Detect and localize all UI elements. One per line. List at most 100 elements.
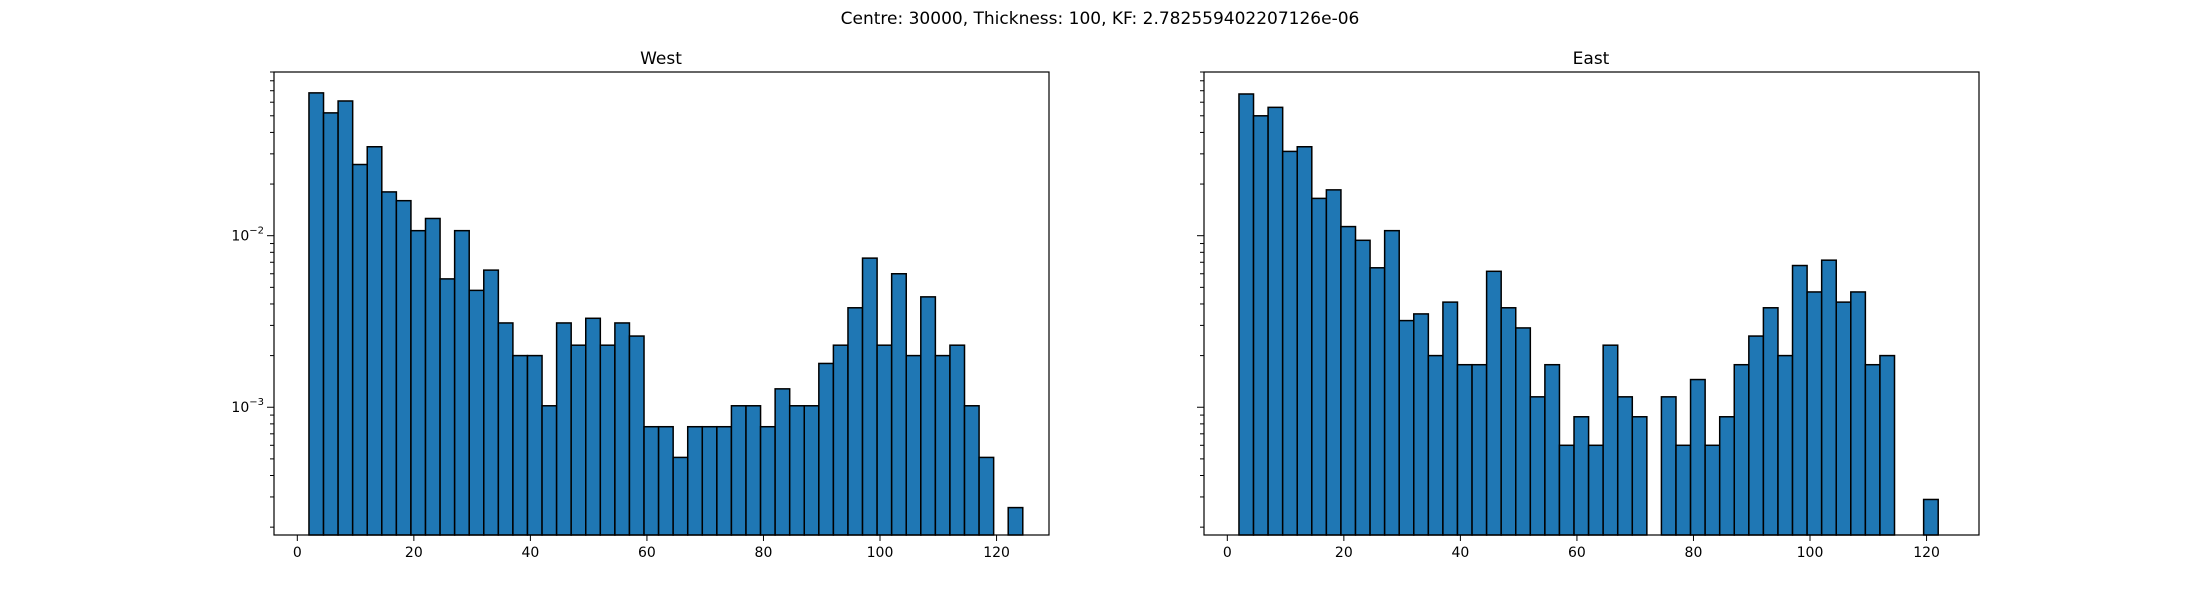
west-histogram-panel: West 0 20 40 60 80 100 120 10−2 10−3 bbox=[231, 49, 1050, 561]
east-axes-frame bbox=[1203, 71, 1980, 536]
west-bar-23 bbox=[643, 425, 660, 536]
east-bar-23 bbox=[1573, 416, 1590, 536]
west-bar-48 bbox=[1007, 506, 1024, 536]
west-bar-2 bbox=[337, 100, 354, 536]
west-bar-9 bbox=[439, 278, 456, 536]
east-bar-42 bbox=[1850, 291, 1867, 536]
east-bar-7 bbox=[1340, 225, 1357, 536]
east-bar-30 bbox=[1675, 444, 1692, 536]
west-bar-1 bbox=[322, 112, 339, 536]
west-bar-36 bbox=[832, 344, 849, 536]
east-bar-10 bbox=[1383, 229, 1400, 536]
west-bar-45 bbox=[963, 405, 980, 536]
west-bar-41 bbox=[905, 354, 922, 536]
west-bar-16 bbox=[541, 405, 558, 536]
west-bar-42 bbox=[920, 296, 937, 536]
west-x-tick-label-120: 120 bbox=[983, 545, 1010, 561]
east-bar-43 bbox=[1864, 363, 1881, 536]
west-bar-25 bbox=[672, 456, 689, 536]
west-bar-4 bbox=[366, 146, 383, 536]
west-bar-3 bbox=[351, 163, 368, 536]
east-bar-31 bbox=[1689, 378, 1706, 536]
east-bar-33 bbox=[1718, 416, 1736, 536]
east-bar-41 bbox=[1835, 301, 1852, 536]
east-bar-0 bbox=[1238, 93, 1255, 536]
west-bar-0 bbox=[308, 92, 325, 536]
west-panel-title: West bbox=[640, 49, 682, 69]
west-bar-26 bbox=[686, 425, 704, 536]
east-bar-11 bbox=[1398, 319, 1415, 536]
west-x-tick-label-20: 20 bbox=[405, 545, 423, 561]
east-bar-37 bbox=[1777, 354, 1794, 536]
west-bar-43 bbox=[934, 354, 951, 536]
figure-suptitle: Centre: 30000, Thickness: 100, KF: 2.782… bbox=[841, 9, 1360, 29]
west-bar-21 bbox=[614, 322, 631, 536]
west-bar-31 bbox=[759, 425, 776, 536]
east-panel-title: East bbox=[1573, 49, 1610, 69]
east-x-tick-label-60: 60 bbox=[1568, 545, 1586, 561]
west-y-tick-label-0: 10−2 bbox=[231, 226, 264, 245]
east-x-tick-label-20: 20 bbox=[1335, 545, 1353, 561]
east-bar-29 bbox=[1660, 396, 1677, 536]
east-bar-8 bbox=[1354, 239, 1371, 536]
east-x-tick-label-40: 40 bbox=[1451, 545, 1469, 561]
west-bar-12 bbox=[483, 269, 500, 536]
east-x-tick-label-0: 0 bbox=[1223, 545, 1232, 561]
west-x-tick-label-80: 80 bbox=[755, 545, 773, 561]
east-bar-14 bbox=[1442, 301, 1459, 536]
west-bar-44 bbox=[949, 344, 966, 536]
east-bar-22 bbox=[1558, 444, 1575, 536]
east-bar-26 bbox=[1616, 396, 1634, 536]
west-bar-28 bbox=[716, 425, 733, 536]
west-bar-39 bbox=[876, 344, 893, 536]
west-bar-19 bbox=[585, 317, 602, 536]
east-bar-20 bbox=[1529, 396, 1546, 536]
west-bar-34 bbox=[803, 405, 820, 536]
west-bar-14 bbox=[512, 354, 529, 536]
east-bar-32 bbox=[1704, 444, 1721, 536]
west-bar-40 bbox=[890, 273, 907, 536]
east-bar-17 bbox=[1485, 270, 1502, 536]
east-x-tick-label-100: 100 bbox=[1797, 545, 1824, 561]
west-bar-6 bbox=[395, 199, 412, 536]
west-y-tick-label-1: 10−3 bbox=[231, 397, 264, 416]
east-bar-4 bbox=[1296, 146, 1313, 536]
east-bar-25 bbox=[1602, 344, 1619, 536]
west-bar-8 bbox=[424, 217, 441, 536]
east-bar-5 bbox=[1311, 197, 1328, 536]
east-bar-1 bbox=[1252, 115, 1269, 536]
west-axes-frame bbox=[273, 71, 1050, 536]
west-bar-37 bbox=[847, 307, 864, 536]
east-bar-21 bbox=[1544, 363, 1561, 536]
east-bar-36 bbox=[1762, 307, 1779, 536]
east-bar-16 bbox=[1471, 363, 1488, 536]
east-bar-27 bbox=[1631, 416, 1648, 536]
west-axis-ticks: 0 20 40 60 80 100 120 10−2 10−3 bbox=[231, 71, 1010, 561]
west-bar-15 bbox=[526, 354, 543, 536]
east-bar-44 bbox=[1879, 354, 1896, 536]
east-bar-34 bbox=[1733, 363, 1750, 536]
east-x-tick-label-120: 120 bbox=[1913, 545, 1940, 561]
west-bar-22 bbox=[628, 335, 645, 536]
west-bar-46 bbox=[978, 456, 995, 536]
east-bar-18 bbox=[1500, 307, 1517, 536]
east-bar-24 bbox=[1587, 444, 1604, 536]
east-bar-6 bbox=[1325, 189, 1342, 536]
east-bar-12 bbox=[1413, 313, 1430, 536]
west-bar-30 bbox=[745, 405, 762, 536]
east-bars bbox=[1238, 93, 1939, 536]
west-x-tick-label-0: 0 bbox=[293, 545, 302, 561]
east-bar-15 bbox=[1456, 363, 1473, 536]
west-bar-32 bbox=[774, 388, 791, 536]
west-x-tick-label-40: 40 bbox=[521, 545, 539, 561]
east-bar-35 bbox=[1748, 335, 1765, 536]
west-x-tick-label-100: 100 bbox=[867, 545, 894, 561]
west-bar-20 bbox=[599, 344, 616, 536]
east-bar-19 bbox=[1515, 327, 1532, 536]
east-bar-47 bbox=[1922, 498, 1939, 536]
west-bar-5 bbox=[381, 191, 398, 536]
east-bar-3 bbox=[1281, 150, 1298, 536]
west-bar-38 bbox=[861, 257, 878, 536]
west-x-tick-label-60: 60 bbox=[638, 545, 656, 561]
